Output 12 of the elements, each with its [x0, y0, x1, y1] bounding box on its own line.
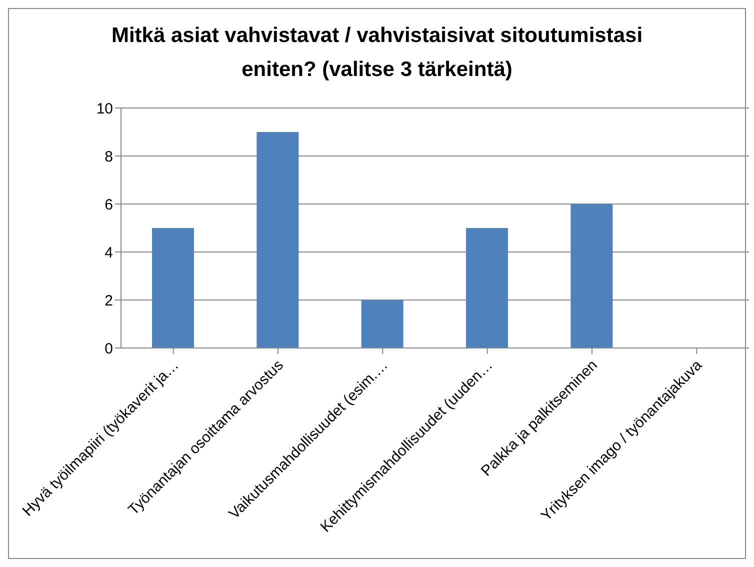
bar	[256, 132, 299, 348]
bar	[466, 228, 508, 348]
y-tick-label: 6	[104, 196, 113, 214]
y-tick-label: 4	[104, 244, 113, 262]
y-tick-label: 2	[104, 292, 113, 310]
bar	[152, 228, 194, 348]
bar	[361, 300, 404, 348]
bar	[570, 204, 613, 348]
y-tick-label: 0	[104, 340, 113, 358]
chart-title: Mitkä asiat vahvistavat / vahvistaisivat sitoutumistasi eniten? (valitse 3 tärkeintä)	[110, 23, 644, 83]
y-tick-label: 10	[96, 100, 113, 118]
y-tick-label: 8	[104, 148, 113, 166]
